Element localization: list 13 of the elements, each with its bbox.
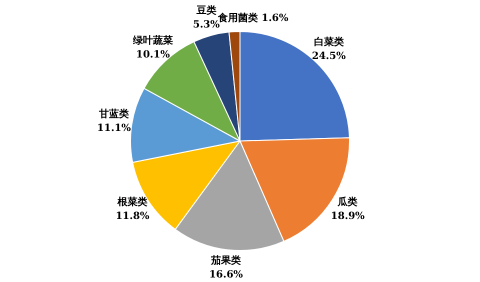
data-label: 16.6% bbox=[209, 269, 244, 280]
slice-label: 白菜类 bbox=[314, 36, 344, 48]
data-label: 18.9% bbox=[330, 210, 366, 222]
slice-label: 绿叶蔬菜 bbox=[132, 34, 173, 46]
data-label: 24.5% bbox=[312, 51, 346, 62]
data-label: 11.1% bbox=[97, 123, 132, 134]
data-label: 10.1% bbox=[136, 49, 170, 60]
slice-label: 瓜类 bbox=[336, 196, 358, 208]
slice-label: 根菜类 bbox=[116, 196, 148, 208]
data-label: 11.8% bbox=[116, 211, 150, 222]
slice-label: 茄果类 bbox=[210, 254, 241, 266]
slice-label: 甘蓝类 bbox=[98, 108, 129, 120]
slice-label: 豆类 bbox=[195, 4, 216, 17]
